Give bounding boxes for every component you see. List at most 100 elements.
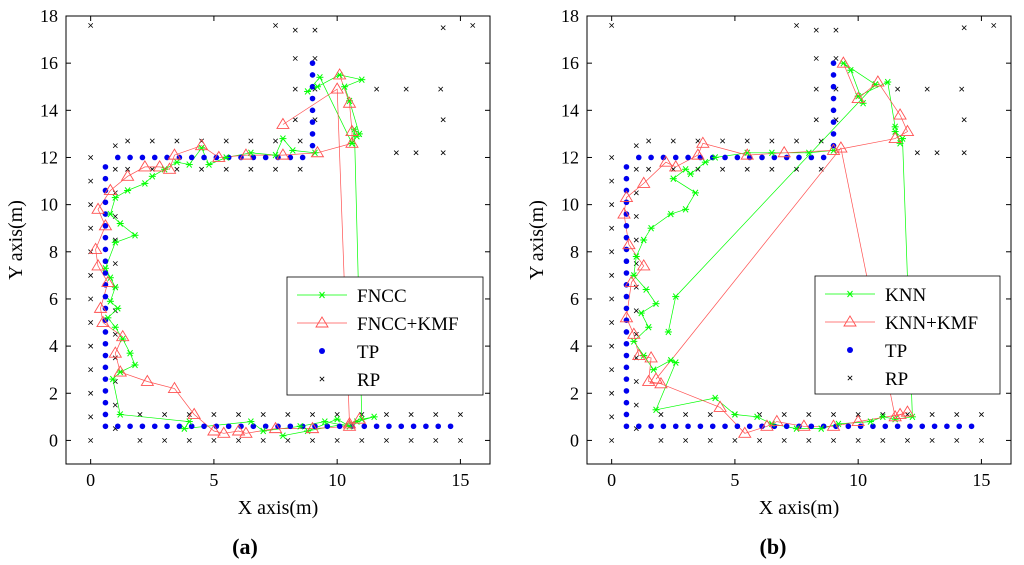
x-tick-label: 0 [86,470,95,490]
rp-point [658,412,664,417]
rp-point-b [806,412,812,417]
rp-point-b [334,437,340,443]
rp-point [292,117,298,123]
rp-point [959,86,965,92]
rp-point-b [813,55,819,61]
rp-point [408,412,414,417]
triangle-marker [644,351,658,363]
rp-point-b [457,437,463,443]
rp-point-b [609,202,615,208]
star-marker-d2 [186,161,193,168]
star-marker-d2 [653,406,659,414]
star-marker-d2 [687,170,694,178]
rp-point [806,412,812,417]
legend-label: KNN [885,285,926,306]
rp-point-b [112,237,118,243]
rp-point-b [88,202,94,208]
rp-point-b [88,343,94,349]
rp-point [707,437,713,443]
rp-point [833,27,839,33]
rp-point-b [781,437,787,443]
y-tick-label: 0 [570,430,579,450]
star-marker-d2 [860,99,866,107]
tp-point [623,199,630,206]
rp-point [609,296,615,302]
star-marker-d2 [358,415,365,423]
triangle-marker [760,419,774,431]
star-marker-d2 [371,413,378,421]
y-tick-label: 6 [570,289,579,309]
star-marker-d2 [186,418,193,425]
rp-point-b [273,22,279,28]
star-marker-d2 [640,352,647,359]
rp-point-b [633,308,639,314]
star-marker-d2 [174,158,180,166]
triangle-marker [836,56,851,68]
rp-point [334,437,340,443]
rp-point-b [683,412,689,417]
rp-point [125,138,131,144]
rp-point-b [88,437,94,443]
star-marker-d2 [879,413,886,421]
star-marker-d2 [638,309,645,317]
rp-point [880,412,886,417]
rp-point-b [273,138,279,144]
rp-point-b [88,154,94,160]
star-marker [341,83,349,91]
tp-point [660,154,667,161]
star-marker [652,300,660,307]
rp-point-b [383,412,389,417]
rp-point [433,412,439,417]
star-marker [279,432,287,440]
tp-point [127,423,133,430]
legend: KNN KNN+KMF TP RP [814,275,1001,395]
rp-point [609,437,615,443]
rp-point-b [769,166,775,172]
rp-point-b [88,296,94,302]
tp-point [398,423,405,430]
rp-point-b [312,27,318,33]
star-marker [711,394,719,402]
tp-point [623,234,630,241]
star-marker [111,239,119,246]
star-marker [640,236,648,244]
rp-point-b [88,178,94,184]
tp-point [102,270,109,276]
star-marker [247,418,255,425]
star-marker-d2 [124,187,131,194]
star-marker-d2 [109,375,116,383]
rp-point-b [833,55,839,61]
rp-point-b [929,412,935,417]
star-marker [682,165,690,173]
rp-point-b [609,320,615,326]
tp-point [102,423,109,430]
triangle-marker [691,148,705,160]
triangle-marker [631,348,646,360]
star-marker-d2 [280,135,286,142]
tp-point [830,60,837,66]
star-marker [304,88,312,95]
star-marker-d2 [132,361,138,369]
star-marker-d2 [272,151,279,159]
triangle-marker [91,259,105,271]
rp-point-b [609,367,615,373]
rp-point-b [334,412,340,417]
rp-point [961,117,967,123]
star-marker [645,323,653,331]
star-marker [664,328,672,336]
rp-point-b [403,86,409,92]
rp-point [112,402,118,408]
rp-point-b [633,402,639,408]
star-marker-d2 [732,411,738,418]
rp-point-b [470,22,476,28]
star-marker [672,293,680,300]
star-marker-d2 [855,92,862,100]
star-marker [289,147,297,154]
rp-point-b [978,437,984,443]
triangle-marker [239,148,253,160]
fncc-kmf-line [95,74,360,434]
rp-point [633,190,639,196]
tp-point [102,305,109,312]
rp-point [813,117,819,123]
triangle-marker [162,162,177,174]
